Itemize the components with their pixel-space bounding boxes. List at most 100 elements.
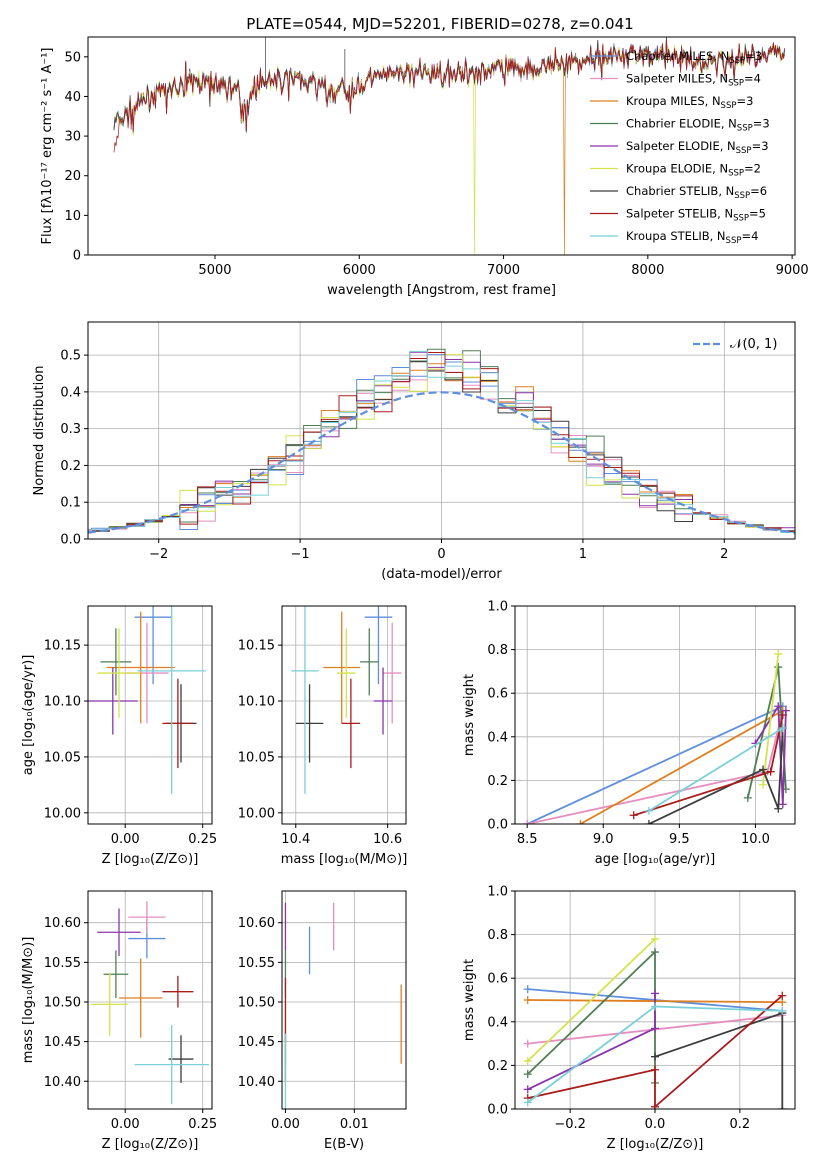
y-tick-label: 0.1 [60, 496, 81, 511]
x-axis-label: E(B-V) [324, 1137, 364, 1152]
axes-border [87, 605, 213, 825]
axes-frame: 8.5 9.0 9.5 10.0 0.0 0.2 0.4 0.6 0.8 1.0 age [log₁… [462, 600, 796, 867]
plot-area [291, 606, 402, 794]
y-tick-label: 10.10 [44, 695, 81, 710]
x-tick-label: 7000 [487, 263, 520, 278]
x-tick-label: 6000 [343, 263, 376, 278]
weight-line-8 [648, 727, 784, 812]
y-tick-label: 10.55 [44, 956, 81, 971]
weight-marker-8 [644, 806, 653, 815]
plot-area [523, 649, 790, 824]
y-tick-label: 0.8 [487, 928, 508, 943]
weight-marker-6 [644, 820, 653, 824]
legend-label: Kroupa STELIB, NSSP=4 [626, 229, 758, 246]
weight-marker-6 [759, 765, 768, 774]
weight-marker-3 [523, 1070, 532, 1079]
weight-marker-7 [651, 1102, 659, 1109]
y-tick-label: 0 [73, 249, 81, 264]
x-tick-label: 0.25 [188, 832, 217, 847]
axes-border [281, 605, 407, 825]
x-axis-label: Z [log₁₀(Z/Z⊙)] [102, 852, 199, 867]
axes-border [87, 890, 213, 1110]
weight-marker-4 [523, 1085, 532, 1094]
x-tick-label: −0.2 [554, 1117, 586, 1132]
axes-border [281, 890, 407, 1110]
y-tick-label: 10.15 [44, 639, 81, 654]
x-axis-label: Z [log₁₀(Z/Z⊙)] [607, 1137, 704, 1152]
x-tick-label: −1 [291, 547, 310, 562]
weight-marker-8 [778, 724, 787, 733]
weight-line-7 [527, 994, 783, 1109]
histogram-step-7 [88, 352, 795, 533]
y-tick-label: 10.10 [238, 695, 275, 710]
plot-area [113, 37, 785, 255]
x-tick-label: 5000 [198, 263, 231, 278]
x-tick-label: 0 [437, 547, 445, 562]
weight-line-6 [648, 728, 784, 824]
weight-line-5 [762, 653, 780, 785]
y-axis-label: Flux [fλ10⁻¹⁷ erg cm⁻² s⁻¹ A⁻¹] [40, 48, 55, 245]
age-vs-metallicity-panel: 0.00 0.25 10.00 10.05 10.10 10.15 Z [log₁₀(Z/Z… [21, 605, 217, 867]
axes-frame: 0.00 0.25 10.40 10.45 10.50 10.55 10.60 Z [log₁… [21, 890, 217, 1152]
normal-reference-curve [88, 391, 795, 534]
weight-marker-6 [778, 1105, 787, 1109]
y-tick-label: 10.40 [238, 1075, 275, 1090]
spectrum-line-7 [113, 39, 785, 153]
y-tick-label: 10.60 [238, 916, 275, 931]
weight-marker-6 [774, 804, 783, 813]
y-axis-label: age [log₁₀(age/yr)] [21, 655, 36, 776]
x-tick-label: 10.4 [281, 832, 310, 847]
legend-label: Salpeter STELIB, NSSP=5 [626, 207, 766, 224]
plot-area [91, 901, 209, 1105]
legend-label: Salpeter ELODIE, NSSP=3 [626, 139, 769, 156]
legend-label: 𝒩(0, 1) [730, 337, 777, 352]
y-tick-label: 0.6 [487, 972, 508, 987]
x-tick-label: 0.0 [645, 1117, 666, 1132]
y-axis-label: mass weight [462, 674, 477, 756]
y-tick-label: 0.0 [60, 533, 81, 548]
histogram-legend: 𝒩(0, 1) [693, 337, 777, 352]
axes-frame: 10.4 10.6 10.00 10.05 10.10 10.15 mass [log₁₀(… [238, 605, 408, 867]
y-axis-label: mass weight [462, 959, 477, 1041]
x-tick-label: −2 [149, 547, 168, 562]
legend-label: Salpeter MILES, NSSP=4 [626, 72, 761, 89]
y-tick-label: 0.4 [60, 385, 81, 400]
y-axis-label: Normed distribution [32, 366, 47, 496]
weight-marker-7 [766, 767, 775, 776]
axes-frame: 0.00 0.25 10.00 10.05 10.10 10.15 Z [log₁₀(Z/Z… [21, 605, 217, 867]
weight-marker-4 [774, 702, 783, 711]
y-tick-label: 10.45 [238, 1035, 275, 1050]
x-tick-label: 10.0 [741, 832, 770, 847]
weight-marker-7 [778, 991, 787, 1000]
plot-area [523, 934, 787, 1109]
y-tick-label: 10.45 [44, 1035, 81, 1050]
y-axis-label: mass [log₁₀(M/M⊙)] [21, 937, 36, 1064]
y-tick-label: 0.2 [60, 459, 81, 474]
weight-marker-8 [523, 1098, 532, 1107]
x-axis-label: age [log₁₀(age/yr)] [595, 852, 716, 867]
y-tick-label: 0.6 [487, 687, 508, 702]
weight-marker-4 [651, 989, 659, 998]
x-tick-label: 0.00 [111, 832, 140, 847]
legend-label: Chabrier ELODIE, NSSP=3 [626, 117, 770, 134]
mass-weight-vs-age-panel: 8.5 9.0 9.5 10.0 0.0 0.2 0.4 0.6 0.8 1.0 age [log₁… [462, 600, 796, 867]
age-vs-mass-panel: 10.4 10.6 10.00 10.05 10.10 10.15 mass [log₁₀(… [238, 605, 408, 867]
x-axis-label: mass [log₁₀(M/M⊙)] [281, 852, 408, 867]
spectrum-panel: 5000 6000 7000 8000 9000 0 10 20 30 40 50 wavelengt… [40, 36, 809, 298]
y-tick-label: 0.8 [487, 643, 508, 658]
weight-marker-0 [523, 985, 532, 994]
x-tick-label: 8.5 [517, 832, 538, 847]
weight-marker-3 [651, 948, 659, 957]
y-tick-label: 0.0 [487, 818, 508, 833]
legend-label: Chabrier STELIB, NSSP=6 [626, 184, 767, 201]
weight-marker-8 [778, 1006, 787, 1015]
x-axis-label: (data-model)/error [381, 567, 502, 582]
weight-marker-1 [523, 1039, 532, 1048]
x-tick-label: 9.0 [593, 832, 614, 847]
axes-border [514, 605, 796, 825]
legend-label: Kroupa MILES, NSSP=3 [626, 94, 753, 111]
weight-marker-4 [651, 1024, 659, 1033]
weight-marker-5 [651, 934, 659, 943]
residual-histogram-panel: −2 −1 0 1 2 0.0 0.1 0.2 0.3 0.4 0.5 (data-model)/er… [32, 321, 796, 582]
